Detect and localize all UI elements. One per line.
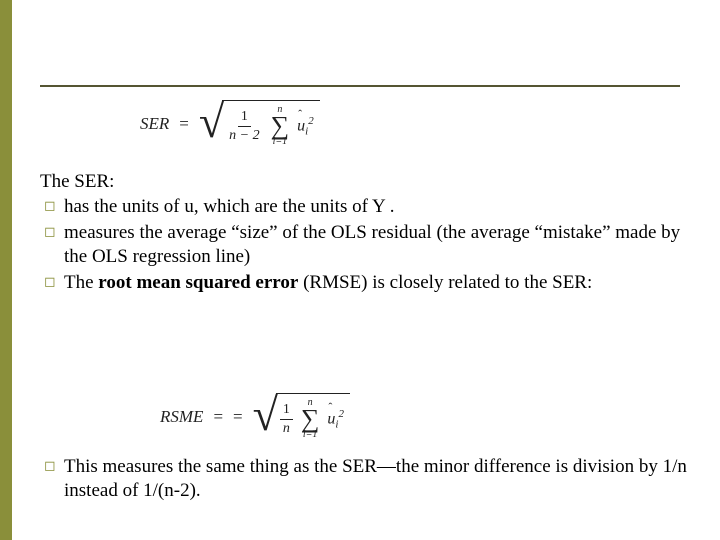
radical-icon: √ <box>199 102 224 142</box>
bullet-text-3: The root mean squared error (RMSE) is cl… <box>64 271 690 295</box>
fraction-numerator: 1 <box>280 402 293 419</box>
sigma-icon: ∑ <box>271 115 290 137</box>
sigma-lower: i=1 <box>303 430 318 440</box>
equals-sign: = <box>233 407 243 427</box>
list-item: ◻ The root mean squared error (RMSE) is … <box>40 271 690 295</box>
fraction-denominator: n <box>280 420 293 436</box>
bullet-list: ◻ has the units of u, which are the unit… <box>40 195 690 297</box>
summation: n ∑ i=1 <box>301 398 320 440</box>
intro-text: The SER: <box>40 170 690 194</box>
formula-rmse: RSME = = √ 1 n n ∑ i=1 ˆ ui2 <box>160 393 580 440</box>
sqrt-expression: √ 1 n − 2 n ∑ i=1 ˆ ui2 <box>199 100 320 147</box>
bullet-text-2: measures the average “size” of the OLS r… <box>64 221 690 269</box>
formula-ser: SER = √ 1 n − 2 n ∑ i=1 ˆ ui2 <box>140 100 580 147</box>
accent-bar <box>0 0 12 540</box>
term-sup: 2 <box>338 408 344 420</box>
last-bullet-block: ◻ This measures the same thing as the SE… <box>40 455 690 505</box>
summation: n ∑ i=1 <box>271 105 290 147</box>
equals-sign: = <box>213 407 223 427</box>
bullet3-bold: root mean squared error <box>98 272 298 293</box>
list-item: ◻ This measures the same thing as the SE… <box>40 455 690 503</box>
fraction: 1 n <box>280 402 293 436</box>
last-bullet-text: This measures the same thing as the SER—… <box>64 455 690 503</box>
bullet3-suffix: (RMSE) is closely related to the SER: <box>298 272 592 293</box>
sigma-icon: ∑ <box>301 408 320 430</box>
list-item: ◻ measures the average “size” of the OLS… <box>40 221 690 269</box>
sigma-lower: i=1 <box>273 137 288 147</box>
equals-sign: = <box>179 114 189 134</box>
ser-lhs: SER <box>140 114 169 134</box>
fraction: 1 n − 2 <box>226 109 262 143</box>
bullet-icon: ◻ <box>40 271 64 295</box>
hat-icon: ˆ <box>328 400 332 415</box>
hat-icon: ˆ <box>298 107 302 122</box>
horizontal-rule <box>40 85 680 87</box>
fraction-numerator: 1 <box>238 109 251 126</box>
rmse-lhs: RSME <box>160 407 203 427</box>
list-item: ◻ has the units of u, which are the unit… <box>40 195 690 219</box>
radical-icon: √ <box>253 395 278 435</box>
summand: ˆ ui2 <box>297 115 314 138</box>
bullet-icon: ◻ <box>40 221 64 245</box>
term-sup: 2 <box>308 115 314 127</box>
bullet-icon: ◻ <box>40 455 64 479</box>
sqrt-expression: √ 1 n n ∑ i=1 ˆ ui2 <box>253 393 350 440</box>
term-sub: i <box>305 125 308 137</box>
bullet3-prefix: The <box>64 272 98 293</box>
summand: ˆ ui2 <box>327 408 344 431</box>
term-sub: i <box>335 418 338 430</box>
bullet-text-1: has the units of u, which are the units … <box>64 195 690 219</box>
bullet-icon: ◻ <box>40 195 64 219</box>
fraction-denominator: n − 2 <box>226 127 262 143</box>
